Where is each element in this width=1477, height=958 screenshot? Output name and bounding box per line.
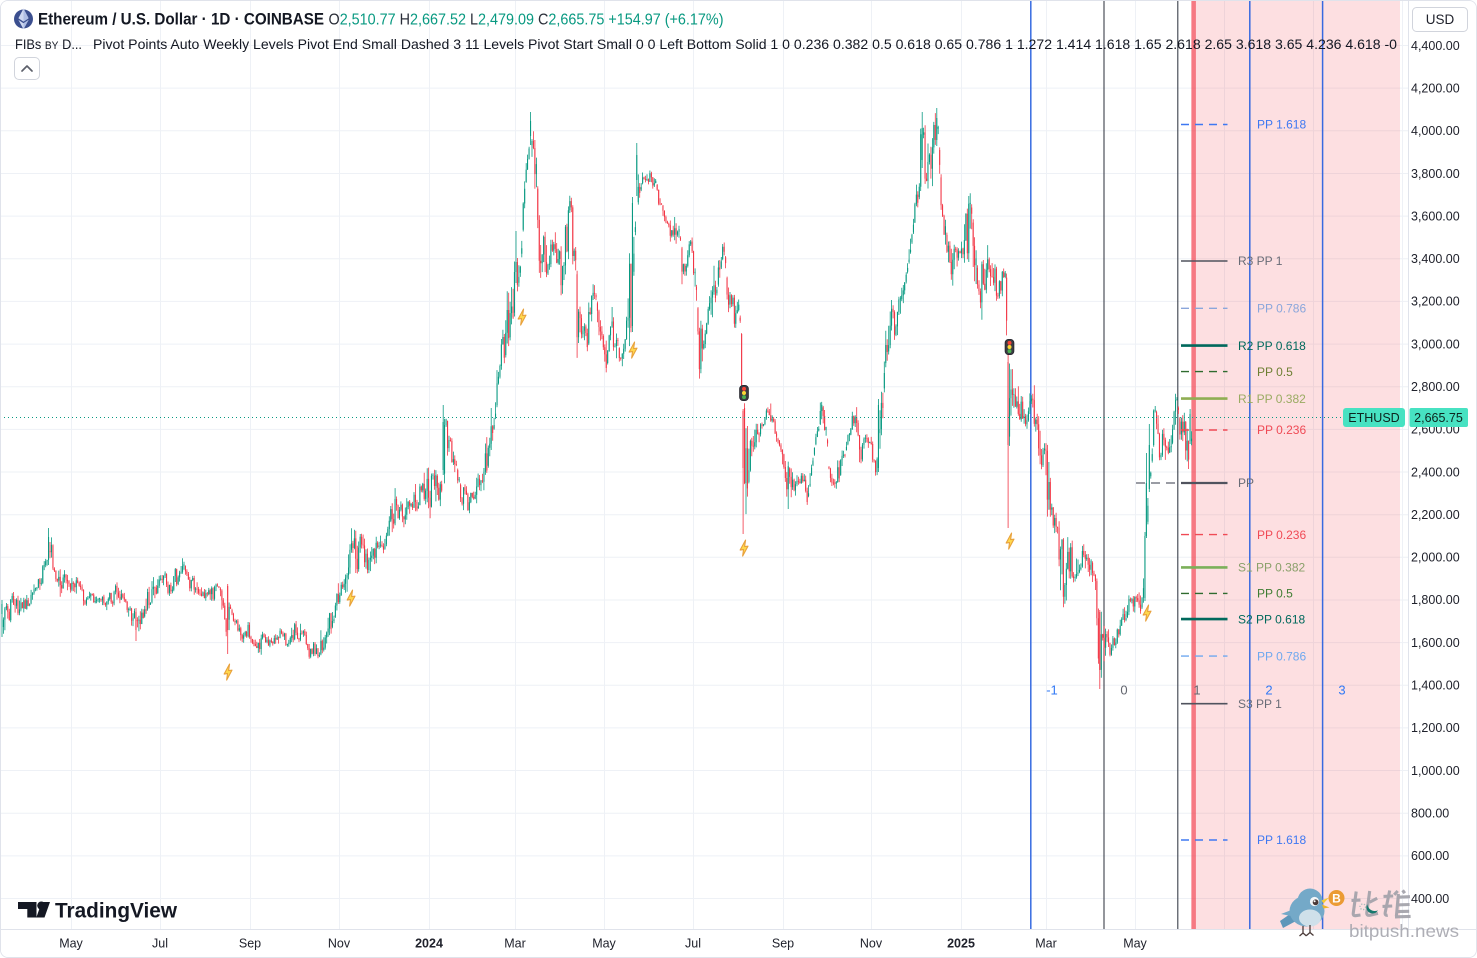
svg-text:S1 PP 0.382: S1 PP 0.382 (1238, 561, 1305, 575)
svg-text:Nov: Nov (328, 937, 351, 951)
svg-text:USD: USD (1426, 12, 1455, 27)
svg-text:400.00: 400.00 (1411, 892, 1449, 906)
svg-text:3,600.00: 3,600.00 (1411, 209, 1460, 223)
svg-text:3,400.00: 3,400.00 (1411, 252, 1460, 266)
svg-text:4,000.00: 4,000.00 (1411, 124, 1460, 138)
svg-text:3,000.00: 3,000.00 (1411, 337, 1460, 351)
svg-text:R2 PP 0.618: R2 PP 0.618 (1238, 339, 1306, 353)
svg-text:PP 0.786: PP 0.786 (1257, 302, 1306, 316)
svg-text:1,400.00: 1,400.00 (1411, 679, 1460, 693)
svg-text:PP 0.5: PP 0.5 (1257, 587, 1293, 601)
svg-text:0: 0 (1120, 683, 1127, 698)
svg-text:May: May (59, 937, 83, 951)
svg-text:PP 0.236: PP 0.236 (1257, 423, 1306, 437)
svg-text:R3 PP 1: R3 PP 1 (1238, 254, 1283, 268)
svg-text:B: B (1332, 892, 1341, 906)
svg-text:O2,510.77 H2,667.52 L2,479.09: O2,510.77 H2,667.52 L2,479.09 C2,665.75 … (329, 12, 724, 29)
svg-text:bitpush.news: bitpush.news (1349, 921, 1459, 941)
svg-text:Nov: Nov (860, 937, 883, 951)
svg-text:4,400.00: 4,400.00 (1411, 39, 1460, 53)
svg-text:2,400.00: 2,400.00 (1411, 465, 1460, 479)
svg-text:1: 1 (1193, 683, 1200, 698)
svg-text:Mar: Mar (504, 937, 526, 951)
svg-text:PP: PP (1238, 476, 1254, 490)
svg-text:600.00: 600.00 (1411, 849, 1449, 863)
svg-text:1,000.00: 1,000.00 (1411, 764, 1460, 778)
svg-text:May: May (592, 937, 616, 951)
svg-text:Jul: Jul (685, 937, 701, 951)
svg-text:2,200.00: 2,200.00 (1411, 508, 1460, 522)
svg-text:PP 0.786: PP 0.786 (1257, 649, 1306, 663)
svg-text:Mar: Mar (1035, 937, 1057, 951)
svg-text:PP 0.236: PP 0.236 (1257, 528, 1306, 542)
svg-text:4,200.00: 4,200.00 (1411, 81, 1460, 95)
svg-text:3,200.00: 3,200.00 (1411, 295, 1460, 309)
svg-text:800.00: 800.00 (1411, 807, 1449, 821)
svg-text:1,200.00: 1,200.00 (1411, 721, 1460, 735)
svg-text:Sep: Sep (772, 937, 794, 951)
svg-text:1,800.00: 1,800.00 (1411, 593, 1460, 607)
svg-text:PP 1.618: PP 1.618 (1257, 833, 1306, 847)
svg-text:May: May (1123, 937, 1147, 951)
svg-text:FIBs BY D...: FIBs BY D... (15, 37, 82, 52)
svg-text:S2 PP 0.618: S2 PP 0.618 (1238, 612, 1305, 626)
svg-text:R1 PP 0.382: R1 PP 0.382 (1238, 392, 1306, 406)
svg-text:2,800.00: 2,800.00 (1411, 380, 1460, 394)
svg-text:TradingView: TradingView (55, 899, 177, 923)
svg-text:S3 PP 1: S3 PP 1 (1238, 697, 1282, 711)
svg-text:Jul: Jul (152, 937, 168, 951)
svg-text:PP 1.618: PP 1.618 (1257, 118, 1306, 132)
svg-text:2,000.00: 2,000.00 (1411, 551, 1460, 565)
svg-text:2,665.75: 2,665.75 (1414, 411, 1463, 425)
svg-text:2025: 2025 (947, 937, 975, 951)
svg-text:Ethereum / U.S. Dollar · 1D ·: Ethereum / U.S. Dollar · 1D · COINBASE (38, 11, 324, 29)
svg-text:2: 2 (1265, 683, 1272, 698)
svg-text:2024: 2024 (415, 937, 443, 951)
svg-text:-1: -1 (1046, 683, 1058, 698)
svg-text:3: 3 (1338, 683, 1345, 698)
svg-text:Pivot Points Auto Weekly Level: Pivot Points Auto Weekly Levels Pivot En… (93, 37, 1397, 52)
svg-text:3,800.00: 3,800.00 (1411, 167, 1460, 181)
svg-text:ETHUSD: ETHUSD (1348, 411, 1399, 425)
svg-text:PP 0.5: PP 0.5 (1257, 365, 1293, 379)
svg-text:Sep: Sep (239, 937, 261, 951)
svg-text:1,600.00: 1,600.00 (1411, 636, 1460, 650)
